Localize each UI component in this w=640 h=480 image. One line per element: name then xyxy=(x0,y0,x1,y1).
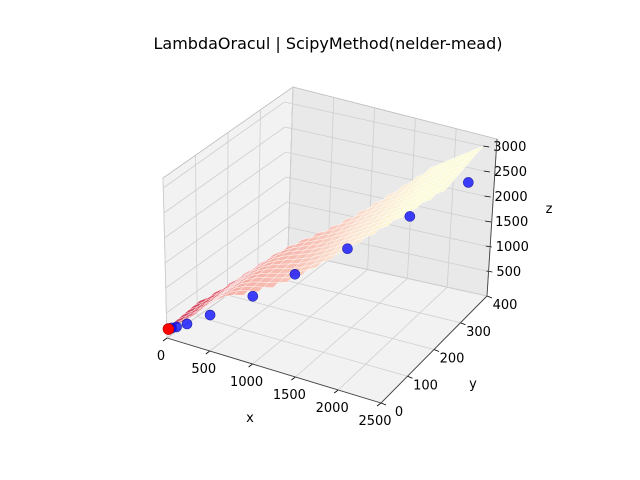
y-tick-mark xyxy=(460,322,466,326)
z-axis-line xyxy=(486,138,498,297)
start-point xyxy=(162,323,175,335)
z-axis-label: z xyxy=(546,202,553,217)
y-axis-line xyxy=(380,295,488,404)
z-tick-mark xyxy=(485,245,492,248)
z-tick-mark xyxy=(486,270,493,273)
grid-y-left xyxy=(162,177,168,339)
trajectory-point xyxy=(204,309,216,321)
z-tick-mark xyxy=(485,220,492,223)
grid-z xyxy=(163,101,484,189)
z-tick-label: 2000 xyxy=(495,190,528,205)
z-tick-label: 3000 xyxy=(493,140,526,155)
x-tick-label: 2000 xyxy=(316,401,349,416)
y-tick-label: 200 xyxy=(440,352,465,367)
x-tick-mark xyxy=(333,389,339,394)
grid-y-left xyxy=(287,86,294,253)
trajectory-point xyxy=(463,177,474,188)
y-tick-mark xyxy=(486,295,493,299)
grid-y-left xyxy=(195,155,198,317)
x-tick-label: 500 xyxy=(191,362,216,377)
x-tick-mark xyxy=(291,376,296,381)
x-tick-mark xyxy=(376,402,382,407)
grid-y-floor xyxy=(227,294,435,350)
grid-y-floor xyxy=(257,273,461,324)
points-layer xyxy=(162,177,474,335)
y-tick-mark xyxy=(433,349,440,352)
x-tick-mark xyxy=(162,337,168,342)
x-axis-label: x xyxy=(246,411,254,426)
x-axis-line xyxy=(166,337,382,404)
grid-z xyxy=(166,226,487,314)
grid-y-left xyxy=(227,132,229,296)
y-tick-label: 300 xyxy=(466,325,491,340)
surface xyxy=(166,145,484,329)
grid-z xyxy=(165,201,486,289)
y-tick-mark xyxy=(407,375,413,379)
trajectory-point xyxy=(404,211,416,222)
z-tick-mark xyxy=(483,145,490,148)
grid-z xyxy=(163,126,484,214)
x-tick-label: 1500 xyxy=(273,388,306,403)
trajectory-point xyxy=(247,290,259,302)
grid-y-left xyxy=(257,109,261,274)
z-tick-label: 1500 xyxy=(495,215,528,230)
x-tick-label: 0 xyxy=(157,349,165,364)
grid-y-floor xyxy=(197,316,408,377)
grid-x-back xyxy=(446,128,457,288)
x-tick-mark xyxy=(248,363,253,368)
z-tick-label: 500 xyxy=(496,265,521,280)
z-tick-mark xyxy=(484,195,491,198)
y-tick-label: 100 xyxy=(413,378,438,393)
x-tick-label: 2500 xyxy=(358,414,391,429)
y-tick-label: 400 xyxy=(493,298,518,313)
z-tick-label: 1000 xyxy=(496,240,529,255)
chart-title: LambdaOracul | ScipyMethod(nelder-mead) xyxy=(153,34,502,53)
z-tick-mark xyxy=(483,170,490,173)
trajectory-point xyxy=(342,243,353,255)
trajectory-point xyxy=(181,318,193,330)
x-tick-mark xyxy=(205,350,211,355)
y-axis-label: y xyxy=(469,377,477,392)
trajectory-point xyxy=(289,268,301,280)
grid-x-back xyxy=(367,107,375,270)
y-tick-mark xyxy=(380,402,387,406)
z-tick-label: 2500 xyxy=(494,165,527,180)
y-tick-label: 0 xyxy=(395,405,403,420)
x-tick-label: 1000 xyxy=(230,375,263,390)
